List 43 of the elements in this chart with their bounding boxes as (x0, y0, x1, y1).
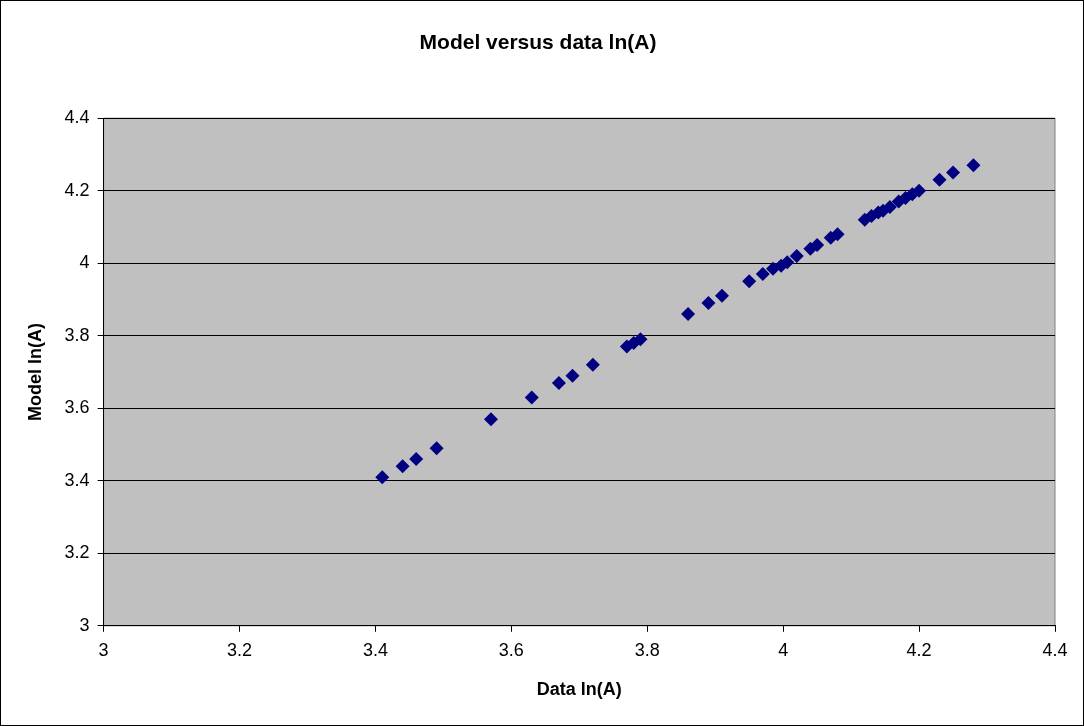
point (633, 332, 648, 347)
point (375, 470, 390, 485)
point (912, 183, 927, 198)
point (932, 172, 947, 187)
point (409, 452, 424, 467)
point (585, 357, 600, 372)
y-axis-title: Model ln(A) (24, 323, 45, 421)
point (483, 412, 498, 427)
y-tick-label: 4.4 (64, 107, 90, 128)
x-tick-label: 3.6 (498, 639, 524, 660)
chart-title: Model versus data ln(A) (419, 30, 657, 54)
point (565, 368, 580, 383)
x-tick-label: 4 (778, 639, 789, 660)
point (966, 158, 981, 173)
x-tick-label: 4.4 (1042, 639, 1068, 660)
x-tick-label: 3.4 (362, 639, 388, 660)
point (830, 227, 845, 242)
y-tick-label: 3.6 (64, 397, 90, 418)
x-tick-label: 3 (98, 639, 109, 660)
y-tick-label: 4 (79, 252, 90, 273)
point (742, 274, 757, 289)
point (715, 288, 730, 303)
point (429, 441, 444, 456)
y-tick-label: 4.2 (64, 179, 90, 200)
point (882, 200, 897, 215)
y-tick-label: 3.8 (64, 324, 90, 345)
y-tick-label: 3.2 (64, 542, 90, 563)
point (701, 296, 716, 311)
point (755, 267, 770, 282)
x-axis-title: Data ln(A) (536, 679, 622, 700)
point (395, 459, 410, 474)
point (551, 375, 566, 390)
point (524, 390, 539, 405)
y-tick-label: 3.4 (64, 469, 90, 490)
point (946, 165, 961, 180)
point (780, 255, 795, 270)
point (810, 238, 825, 253)
x-tick-label: 3.2 (227, 639, 253, 660)
x-tick-label: 3.8 (634, 639, 660, 660)
point (681, 306, 696, 321)
x-tick-label: 4.2 (906, 639, 932, 660)
y-tick-label: 3 (79, 614, 90, 635)
point (789, 248, 804, 263)
